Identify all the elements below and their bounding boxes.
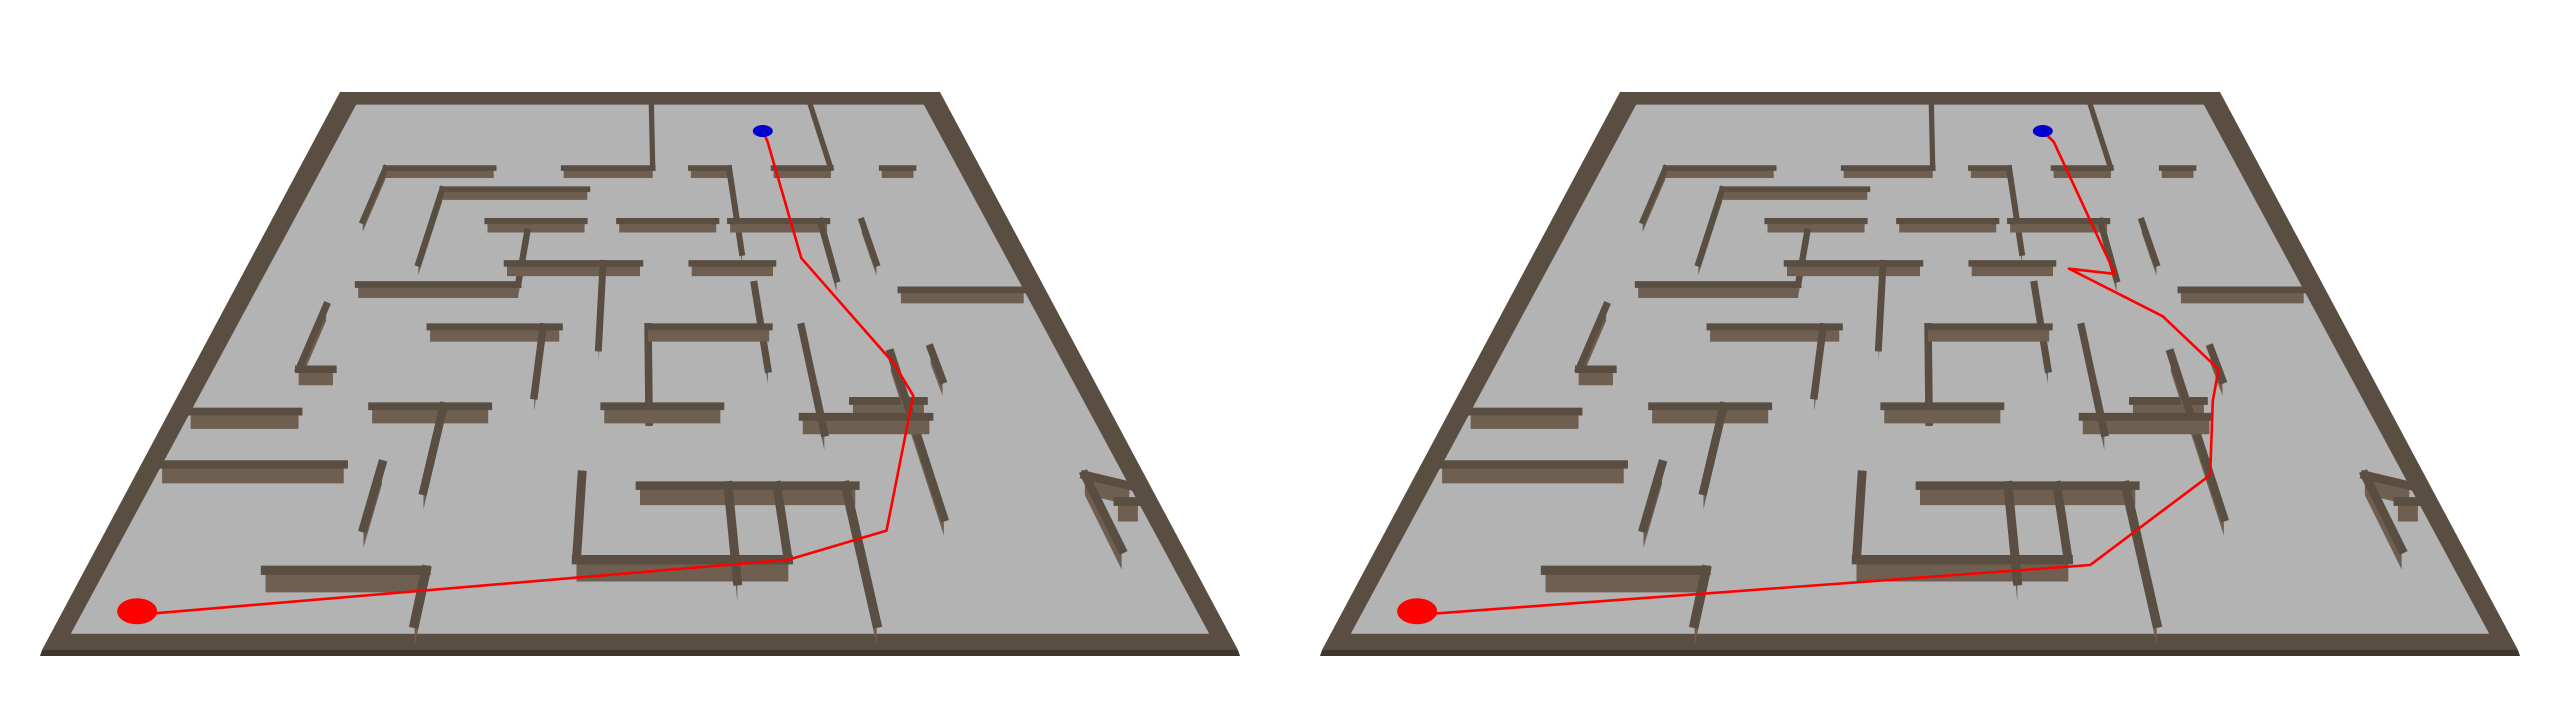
maze-wall	[1874, 259, 1887, 352]
maze-wall-face	[430, 326, 560, 342]
maze-floor	[1350, 104, 2490, 634]
maze-wall	[2359, 469, 2415, 491]
maze-wall	[2358, 469, 2408, 556]
maze-wall	[1694, 185, 1727, 268]
maze-wall-face	[298, 369, 333, 386]
maze-wall	[839, 480, 883, 629]
maze-floor	[70, 104, 1210, 634]
maze-wall-face	[1117, 501, 1138, 522]
maze-wall-face	[1884, 406, 2001, 424]
maze-wall	[1698, 401, 1729, 496]
maze-wall	[1688, 564, 1712, 629]
maze-wall	[414, 185, 447, 268]
maze-wall	[725, 164, 746, 257]
maze-wall-face	[1710, 326, 1840, 342]
maze-wall	[885, 348, 949, 523]
maze-wall	[2003, 480, 2023, 586]
maze-wall-face	[372, 406, 489, 424]
maze-wall	[408, 564, 432, 629]
maze-wall	[530, 322, 548, 400]
maze-wall-face	[1442, 464, 1624, 484]
maze-wall-face	[1545, 570, 1707, 593]
maze-wall	[806, 101, 835, 172]
maze-wall	[2005, 164, 2026, 257]
maze-wall	[1851, 470, 1867, 565]
maze-wall	[2119, 480, 2163, 629]
maze-wall	[771, 480, 794, 565]
maze-wall-face	[900, 289, 1024, 304]
maze-wall	[810, 385, 829, 438]
maze-wall	[2090, 385, 2109, 438]
maze-wall	[1079, 469, 1135, 491]
maze-wall-face	[802, 416, 930, 435]
maze-wall-face	[604, 406, 721, 424]
maze-wall-face	[1470, 411, 1579, 429]
maze-wall	[1574, 300, 1611, 374]
maze-wall-face	[1920, 485, 2136, 506]
maze-frame-front-face	[1320, 650, 2520, 656]
maze-wall	[1928, 101, 1936, 171]
maze-wall	[797, 322, 819, 390]
start-marker	[1397, 598, 1438, 625]
maze-wall	[358, 459, 388, 534]
maze-wall	[571, 470, 587, 565]
maze-wall	[816, 217, 841, 284]
maze-walls	[157, 101, 1143, 647]
maze-wall	[2205, 343, 2228, 385]
maze-wall-face	[2180, 289, 2304, 304]
maze-wall	[418, 401, 449, 496]
maze-wall-face	[640, 485, 856, 506]
maze-wall	[594, 259, 607, 352]
solution-path	[1411, 130, 2220, 617]
solution-path	[131, 130, 915, 617]
maze-wall-face	[648, 326, 770, 342]
maze-wall-face	[2397, 501, 2418, 522]
maze-wall-face	[162, 464, 344, 484]
maze-board-left	[40, 92, 1240, 656]
maze-wall-face	[358, 284, 519, 298]
maze-wall	[358, 164, 390, 225]
maze-wall-face	[265, 570, 427, 593]
maze-wall	[925, 343, 948, 385]
maze-walls	[1437, 101, 2423, 647]
maze-wall	[2137, 217, 2161, 268]
maze-wall	[1638, 164, 1670, 225]
maze-wall	[2077, 322, 2099, 390]
maze-wall-face	[1578, 369, 1613, 386]
goal-marker	[2032, 125, 2053, 138]
start-marker	[117, 598, 158, 625]
maze-wall-face	[2082, 416, 2210, 435]
maze-wall	[2051, 480, 2074, 565]
maze-wall-face	[1638, 284, 1799, 298]
maze-wall	[1638, 459, 1668, 534]
maze-wall-face	[1928, 326, 2050, 342]
maze-frame-front-face	[40, 650, 1240, 656]
maze-wall	[2165, 348, 2229, 523]
maze-wall-face	[190, 411, 299, 429]
maze-wall	[648, 101, 656, 171]
maze-wall	[1810, 322, 1828, 400]
maze-wall-face	[1652, 406, 1769, 424]
maze-wall	[857, 217, 881, 268]
maze-wall	[1078, 469, 1128, 556]
maze-wall	[294, 300, 331, 374]
maze-wall	[2086, 101, 2115, 172]
maze-board-right	[1320, 92, 2520, 656]
goal-marker	[752, 125, 773, 138]
